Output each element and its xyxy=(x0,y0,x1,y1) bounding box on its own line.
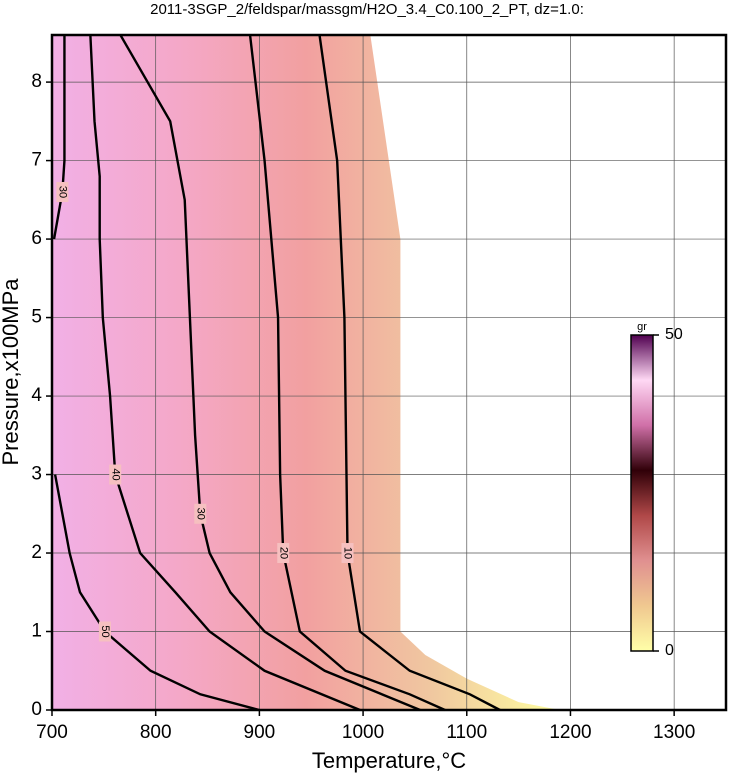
contour-label-bg xyxy=(194,503,207,524)
field-fill xyxy=(52,35,561,710)
y-tick-label: 2 xyxy=(31,542,42,563)
contour-label: 50 xyxy=(99,625,111,637)
contour-line xyxy=(89,34,361,712)
contour-label: 10 xyxy=(342,547,354,559)
contour-label-bg xyxy=(56,181,69,202)
contour-label-bg xyxy=(98,621,111,642)
x-tick-label: 900 xyxy=(244,722,276,743)
y-tick-label: 6 xyxy=(31,228,42,249)
x-axis-label: Temperature,°C xyxy=(312,748,466,773)
contour-label-bg xyxy=(341,543,354,564)
colorbar xyxy=(630,334,654,652)
y-tick-label: 7 xyxy=(31,150,42,171)
plot-frame xyxy=(50,33,728,712)
y-tick-label: 4 xyxy=(31,385,42,406)
contour-label: 30 xyxy=(56,186,68,198)
colorbar-tick-label: 0 xyxy=(665,642,674,659)
y-tick-label: 8 xyxy=(31,71,42,92)
contour-label: 30 xyxy=(194,508,206,520)
contour-line xyxy=(52,35,66,240)
contour-label: 20 xyxy=(277,547,289,559)
colorbar-label: gr xyxy=(637,321,647,333)
x-tick-label: 1000 xyxy=(342,722,384,743)
contour-label-bg xyxy=(277,543,290,564)
y-tick-label: 3 xyxy=(31,464,42,485)
x-tick-label: 800 xyxy=(140,722,172,743)
y-tick-label: 0 xyxy=(31,699,42,720)
contour-label: 40 xyxy=(109,468,121,480)
y-axis-label: Pressure,x100MPa xyxy=(0,278,23,466)
x-tick-label: 1200 xyxy=(549,722,591,743)
x-tick-label: 1300 xyxy=(653,722,695,743)
y-tick-label: 5 xyxy=(31,307,42,328)
colorbar-tick-label: 50 xyxy=(665,326,683,343)
chart-title: 2011-3SGP_2/feldspar/massgm/H2O_3.4_C0.1… xyxy=(150,1,584,18)
x-tick-label: 1100 xyxy=(446,722,487,743)
x-tick-label: 700 xyxy=(36,722,68,743)
y-tick-label: 1 xyxy=(31,621,42,642)
contour-label-bg xyxy=(109,464,122,485)
